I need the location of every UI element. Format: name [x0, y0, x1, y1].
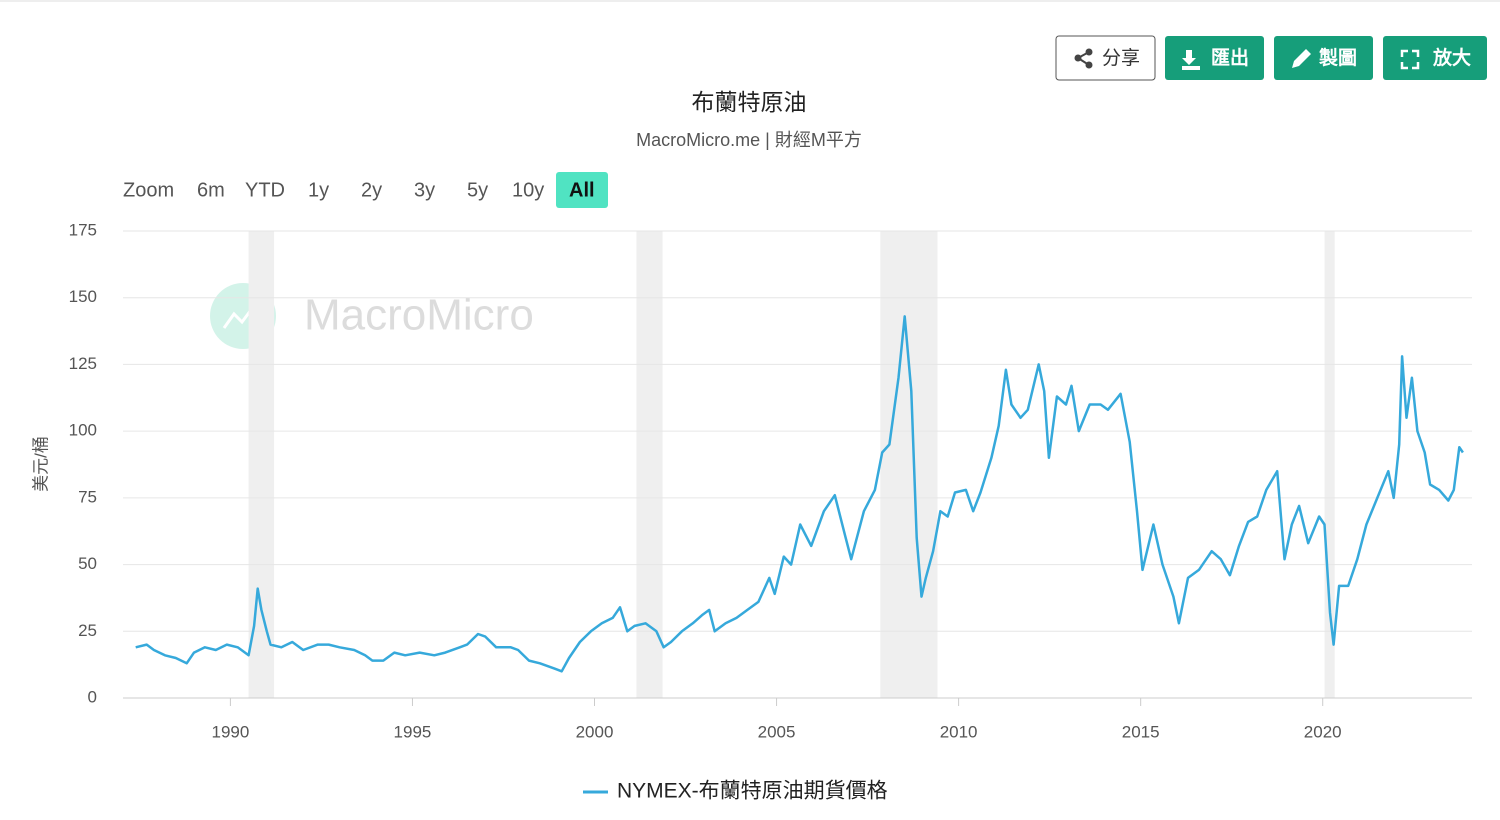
x-tick-label: 2020 — [1304, 722, 1342, 741]
y-tick-label: 75 — [78, 487, 97, 506]
recession-band — [248, 231, 275, 698]
y-tick-label: 25 — [78, 621, 97, 640]
button-label: 放大 — [1432, 46, 1471, 69]
draw-button[interactable] — [1274, 36, 1373, 80]
range-option[interactable]: All — [569, 179, 595, 201]
y-axis-label: 美元/桶 — [31, 436, 50, 492]
range-option[interactable]: 5y — [467, 179, 488, 201]
recession-band — [636, 231, 663, 698]
range-option[interactable]: 2y — [361, 179, 382, 201]
x-tick-label: 2010 — [940, 722, 978, 741]
legend-label[interactable]: NYMEX-布蘭特原油期貨價格 — [617, 780, 888, 803]
range-option[interactable]: YTD — [245, 179, 285, 201]
watermark: MacroMicro — [304, 291, 534, 340]
toolbar: 分享 匯出 製圖 放大 — [1055, 35, 1487, 81]
x-tick-label: 2000 — [576, 722, 614, 741]
range-label: Zoom — [123, 179, 174, 201]
y-tick-label: 150 — [69, 287, 97, 306]
y-tick-label: 50 — [78, 554, 97, 573]
share-icon — [1074, 48, 1093, 69]
button-label: 分享 — [1102, 47, 1140, 69]
y-tick-label: 175 — [69, 220, 97, 239]
y-tick-label: 125 — [69, 354, 97, 373]
download-icon — [1182, 50, 1200, 70]
share-button[interactable] — [1055, 35, 1156, 81]
range-button-selected[interactable] — [556, 172, 608, 208]
fullscreen-button[interactable] — [1383, 36, 1487, 80]
chart-title: 布蘭特原油 — [692, 89, 807, 115]
y-tick-label: 100 — [69, 421, 97, 440]
button-label: 匯出 — [1211, 46, 1249, 69]
range-option[interactable]: 6m — [197, 179, 225, 201]
x-tick-label: 1995 — [394, 722, 432, 741]
y-tick-label: 0 — [88, 687, 97, 706]
pencil-icon — [1292, 49, 1311, 68]
range-option[interactable]: 3y — [414, 179, 435, 201]
chart-subtitle: MacroMicro.me | 財經M平方 — [636, 130, 862, 150]
recession-band — [1324, 231, 1335, 698]
x-tick-label: 2005 — [758, 722, 796, 741]
series-line — [135, 315, 1464, 673]
x-tick-label: 2015 — [1122, 722, 1160, 741]
range-option[interactable]: 10y — [512, 179, 544, 201]
x-tick-label: 1990 — [211, 722, 249, 741]
range-option[interactable]: 1y — [308, 179, 329, 201]
expand-icon — [1400, 49, 1420, 70]
button-label: 製圖 — [1318, 47, 1357, 69]
recession-band — [880, 231, 938, 698]
